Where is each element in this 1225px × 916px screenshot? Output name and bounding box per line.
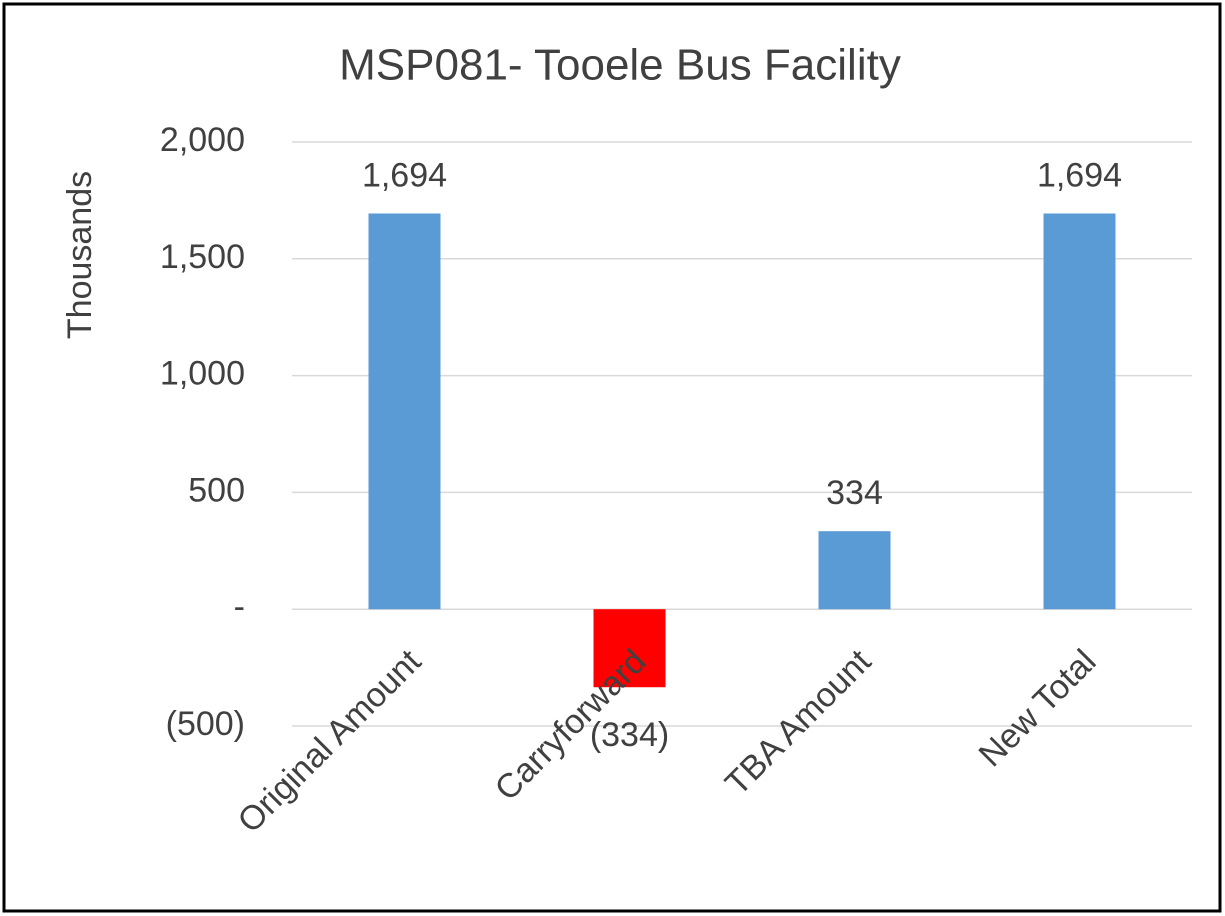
- bar: [818, 531, 891, 610]
- y-tick-label: (500): [166, 705, 245, 743]
- y-tick-label: 1,500: [160, 238, 245, 276]
- y-tick-label: -: [234, 588, 245, 626]
- bar: [1043, 213, 1116, 610]
- data-label: (334): [590, 716, 669, 754]
- y-axis-title: Thousands: [61, 171, 99, 339]
- y-tick-label: 2,000: [160, 121, 245, 159]
- chart-title: MSP081- Tooele Bus Facility: [339, 41, 901, 90]
- y-tick-label: 500: [188, 471, 245, 509]
- data-label: 334: [826, 474, 883, 512]
- data-label: 1,694: [362, 156, 447, 194]
- bar: [593, 609, 666, 688]
- y-tick-label: 1,000: [160, 355, 245, 393]
- data-label: 1,694: [1037, 156, 1122, 194]
- bar: [368, 213, 441, 610]
